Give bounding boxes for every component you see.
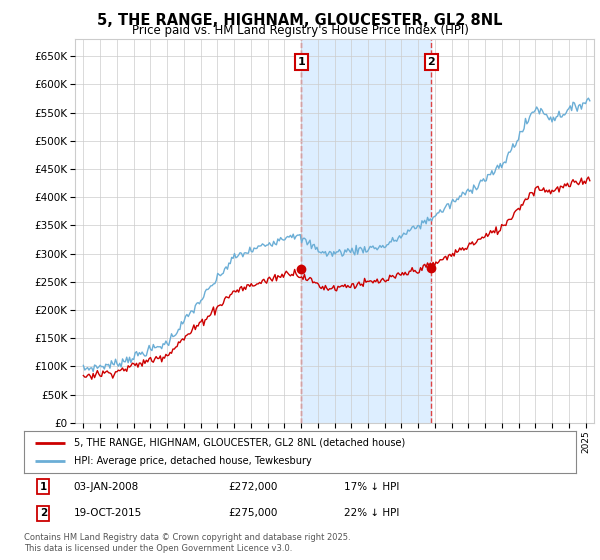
Text: 5, THE RANGE, HIGHNAM, GLOUCESTER, GL2 8NL (detached house): 5, THE RANGE, HIGHNAM, GLOUCESTER, GL2 8…: [74, 438, 405, 448]
Bar: [301, 39, 431, 423]
Text: 2: 2: [428, 57, 436, 67]
Text: £272,000: £272,000: [228, 482, 278, 492]
Text: 1: 1: [40, 482, 47, 492]
Text: £275,000: £275,000: [228, 508, 278, 519]
Text: 03-JAN-2008: 03-JAN-2008: [74, 482, 139, 492]
Text: 1: 1: [298, 57, 305, 67]
Text: 2: 2: [40, 508, 47, 519]
Text: Contains HM Land Registry data © Crown copyright and database right 2025.
This d: Contains HM Land Registry data © Crown c…: [24, 533, 350, 553]
Text: Price paid vs. HM Land Registry's House Price Index (HPI): Price paid vs. HM Land Registry's House …: [131, 24, 469, 38]
Text: HPI: Average price, detached house, Tewkesbury: HPI: Average price, detached house, Tewk…: [74, 456, 311, 466]
Text: 22% ↓ HPI: 22% ↓ HPI: [344, 508, 400, 519]
Text: 19-OCT-2015: 19-OCT-2015: [74, 508, 142, 519]
Text: 5, THE RANGE, HIGHNAM, GLOUCESTER, GL2 8NL: 5, THE RANGE, HIGHNAM, GLOUCESTER, GL2 8…: [97, 13, 503, 27]
Text: 17% ↓ HPI: 17% ↓ HPI: [344, 482, 400, 492]
